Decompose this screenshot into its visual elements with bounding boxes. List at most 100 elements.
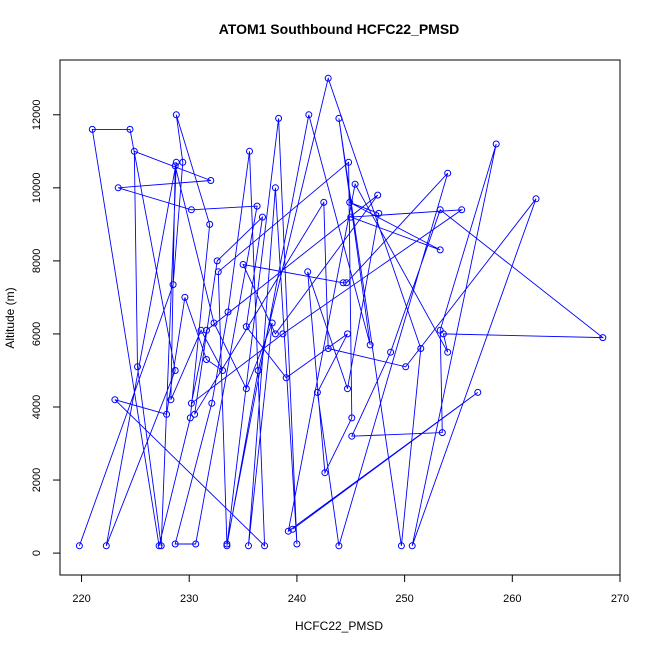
- data-point: [324, 74, 332, 82]
- data-point: [163, 410, 171, 418]
- data-point: [335, 114, 343, 122]
- data-point: [271, 184, 279, 192]
- data-point: [387, 348, 395, 356]
- y-tick-label: 12000: [31, 99, 43, 130]
- data-point: [439, 330, 447, 338]
- data-point: [275, 114, 283, 122]
- data-point: [458, 206, 466, 214]
- data-point: [157, 542, 165, 550]
- data-point: [214, 268, 222, 276]
- data-point: [213, 257, 221, 265]
- data-point: [261, 542, 269, 550]
- data-point: [171, 367, 179, 374]
- data-point: [599, 334, 607, 342]
- data-point: [197, 326, 205, 334]
- data-point: [186, 414, 194, 422]
- data-point: [203, 356, 210, 363]
- data-point: [436, 206, 444, 214]
- y-tick-label: 4000: [31, 395, 43, 419]
- x-tick-label: 220: [72, 593, 90, 605]
- data-point: [344, 385, 351, 393]
- data-point: [402, 363, 410, 371]
- x-tick-label: 270: [611, 593, 629, 605]
- data-point: [282, 374, 290, 382]
- data-point: [374, 191, 382, 199]
- data-point: [313, 388, 321, 396]
- data-point: [187, 399, 195, 407]
- x-tick-label: 260: [503, 593, 521, 605]
- data-point: [417, 345, 425, 352]
- data-point: [346, 198, 354, 206]
- data-point: [444, 348, 452, 356]
- data-point: [219, 367, 227, 374]
- y-axis-label: Altitude (m): [3, 287, 17, 348]
- data-point: [320, 198, 328, 206]
- data-point: [293, 540, 301, 548]
- data-point: [344, 330, 351, 338]
- chart-title: ATOM1 Southbound HCFC22_PMSD: [219, 21, 460, 37]
- data-point: [339, 279, 347, 287]
- x-tick-label: 230: [180, 593, 198, 605]
- data-point: [253, 202, 261, 210]
- data-point: [492, 140, 500, 148]
- plot-frame: [59, 59, 621, 576]
- data-point: [167, 396, 175, 404]
- data-point: [246, 147, 253, 155]
- y-tick-label: 10000: [31, 173, 43, 204]
- data-point: [259, 213, 266, 221]
- y-axis: 0 2000 4000 6000 8000 10000 12000: [31, 99, 61, 556]
- y-tick-label: 8000: [31, 249, 43, 273]
- data-point: [75, 542, 83, 550]
- data-point: [444, 169, 452, 177]
- data-point: [169, 281, 177, 289]
- data-point: [436, 246, 444, 254]
- data-point: [366, 341, 374, 349]
- data-point: [210, 319, 218, 327]
- data-point: [268, 319, 276, 327]
- data-point: [134, 363, 141, 371]
- data-point: [203, 326, 210, 334]
- data-point: [192, 540, 200, 548]
- data-point: [254, 367, 262, 374]
- data-point: [224, 308, 232, 316]
- data-point: [88, 125, 96, 133]
- data-point: [187, 206, 195, 214]
- data-point: [347, 213, 355, 221]
- data-point: [239, 261, 247, 268]
- data-point: [304, 268, 312, 276]
- data-point: [408, 542, 416, 550]
- data-point: [111, 396, 119, 404]
- y-tick-label: 6000: [31, 322, 43, 346]
- data-point: [324, 345, 332, 352]
- data-point: [172, 158, 180, 166]
- x-tick-label: 240: [288, 593, 306, 605]
- data-point: [305, 111, 313, 119]
- y-tick-label: 2000: [31, 468, 43, 492]
- data-point: [171, 162, 179, 170]
- data-point: [375, 209, 383, 217]
- data-point: [171, 540, 179, 548]
- data-point: [284, 527, 292, 535]
- data-point: [208, 399, 216, 407]
- data-point: [114, 184, 122, 192]
- data-point: [279, 330, 287, 338]
- data-point: [348, 432, 356, 440]
- data-point: [532, 195, 540, 203]
- data-point: [474, 388, 482, 396]
- data-point: [155, 542, 163, 550]
- data-point: [348, 414, 356, 422]
- data-point: [181, 293, 189, 301]
- data-point: [206, 220, 214, 228]
- data-point: [191, 410, 199, 418]
- data-point: [130, 147, 138, 155]
- data-point: [223, 540, 231, 548]
- data-point: [438, 429, 446, 437]
- data-point: [343, 279, 350, 287]
- x-tick-label: 250: [395, 593, 413, 605]
- data-point: [245, 542, 252, 550]
- data-point: [207, 177, 215, 184]
- data-point: [397, 542, 405, 550]
- data-point: [126, 125, 134, 133]
- data-layer: [75, 74, 607, 550]
